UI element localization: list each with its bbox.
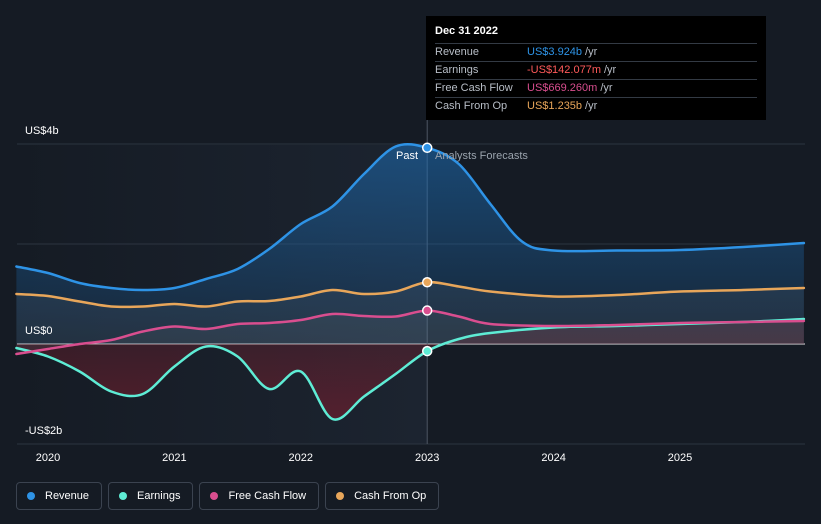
tooltip-row: Free Cash Flow US$669.260m/yr [435, 79, 757, 97]
x-tick-label: 2025 [667, 452, 693, 464]
y-tick-label: US$4b [25, 125, 59, 137]
tooltip-row: Cash From Op US$1.235b/yr [435, 97, 757, 115]
legend: Revenue Earnings Free Cash Flow Cash From O… [16, 482, 440, 510]
x-tick-label: 2023 [414, 452, 440, 464]
tooltip-series-name: Free Cash Flow [435, 82, 513, 94]
legend-item-free-cash-flow[interactable]: Free Cash Flow [199, 482, 320, 510]
hover-point [421, 142, 433, 154]
legend-label: Cash From Op [354, 490, 427, 502]
y-tick-label: -US$2b [25, 425, 63, 437]
x-tick-label: 2021 [162, 452, 187, 464]
legend-label: Free Cash Flow [228, 490, 307, 502]
x-tick-label: 2020 [35, 452, 61, 464]
tooltip-series-value: US$669.260m [527, 82, 598, 94]
tooltip-row: Revenue US$3.924b/yr [435, 43, 757, 61]
hover-point [421, 277, 433, 288]
legend-item-revenue[interactable]: Revenue [16, 482, 103, 510]
legend-item-cash-from-op[interactable]: Cash From Op [325, 482, 440, 510]
tooltip-date: Dec 31 2022 [435, 25, 498, 37]
legend-dot-icon [119, 492, 128, 500]
series-line [15, 280, 806, 309]
series-line [15, 142, 806, 292]
tooltip-series-value: US$3.924b [527, 46, 583, 58]
legend-item-earnings[interactable]: Earnings [108, 482, 194, 510]
tooltip-unit: /yr [585, 100, 598, 112]
series-area [16, 310, 804, 354]
tooltip-series-name: Earnings [435, 64, 479, 76]
tooltip-series-name: Revenue [435, 46, 480, 58]
x-tick-label: 2024 [541, 452, 566, 464]
tooltip-unit: /yr [600, 82, 613, 94]
tooltip-row: Earnings -US$142.077m/yr [435, 61, 757, 79]
tooltip-series-value: US$1.235b [527, 100, 583, 112]
y-tick-label: US$0 [25, 325, 53, 337]
series-line [15, 309, 806, 356]
legend-dot-icon [27, 492, 35, 500]
legend-dot-icon [210, 492, 219, 500]
past-label: Past [396, 150, 419, 162]
legend-dot-icon [336, 492, 345, 500]
tooltip-series-name: Cash From Op [435, 100, 508, 112]
hover-point [421, 305, 433, 316]
hover-point [421, 345, 433, 357]
series-area [16, 319, 804, 420]
legend-label: Earnings [137, 490, 181, 502]
tooltip-unit: /yr [585, 46, 598, 58]
x-tick-label: 2022 [288, 452, 314, 464]
legend-label: Revenue [45, 490, 90, 502]
forecast-label: Analysts Forecasts [435, 150, 528, 162]
tooltip: Dec 31 2022 Revenue US$3.924b/yr Earnings -… [426, 16, 766, 120]
tooltip-unit: /yr [604, 64, 617, 76]
series-area [16, 144, 804, 344]
tooltip-series-value: -US$142.077m [527, 64, 601, 76]
